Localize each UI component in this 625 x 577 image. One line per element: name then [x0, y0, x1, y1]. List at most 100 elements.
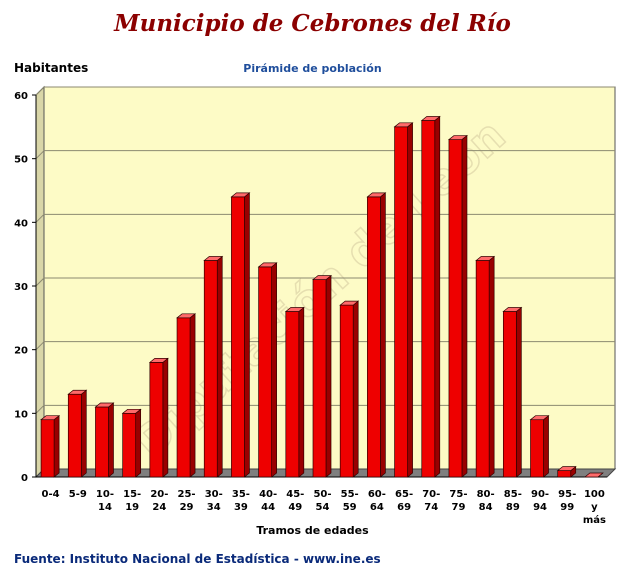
- page-title: Municipio de Cebrones del Río: [114, 10, 511, 37]
- x-tick-label: 70-: [422, 489, 440, 500]
- y-tick-label: 0: [21, 473, 28, 484]
- x-tick-label: 20-: [150, 489, 168, 500]
- bar-front: [40, 419, 55, 478]
- bar-top: [502, 307, 523, 312]
- bar-front: [176, 317, 191, 478]
- bar-top: [420, 116, 441, 121]
- x-tick-label: 74: [424, 502, 438, 513]
- x-tick-label: 69: [397, 502, 411, 513]
- bar: [556, 465, 577, 478]
- x-tick-label: 34: [207, 502, 221, 513]
- bar-top: [94, 402, 115, 408]
- bar-front: [367, 196, 381, 478]
- bar: [312, 274, 332, 478]
- bar-top: [40, 415, 61, 421]
- bar-side: [189, 313, 196, 478]
- bar: [284, 306, 305, 478]
- bar-side: [515, 306, 522, 478]
- bar-top: [203, 256, 224, 261]
- bar-side: [543, 414, 549, 478]
- bar: [203, 255, 224, 478]
- x-tick-label: 84: [479, 502, 493, 513]
- bar: [176, 313, 197, 478]
- x-tick-label: 30-: [205, 489, 223, 500]
- bar-side: [271, 262, 277, 478]
- y-tick-label: 40: [14, 218, 28, 229]
- bar-top: [230, 192, 251, 198]
- y-tick-label: 20: [14, 346, 28, 357]
- bar: [393, 122, 414, 478]
- bar-front: [312, 279, 327, 478]
- bar: [366, 192, 387, 478]
- x-tick-label: 25-: [178, 489, 196, 500]
- x-tick-label: 94: [533, 502, 547, 513]
- gridline-side: [35, 150, 45, 160]
- x-tick-label: 15-: [123, 489, 141, 500]
- bar-top: [257, 262, 278, 268]
- x-tick-label: 60-: [368, 489, 386, 500]
- x-tick-label: 80-: [477, 489, 495, 500]
- bar-side: [352, 300, 359, 478]
- bar-side: [108, 402, 114, 478]
- bar-side: [244, 192, 250, 478]
- bar-top: [556, 466, 577, 471]
- bar-front: [339, 304, 354, 478]
- bar: [121, 408, 142, 478]
- x-tick-label: 19: [125, 502, 139, 513]
- x-tick-label: 85-: [504, 489, 522, 500]
- chart-title: Pirámide de población: [243, 62, 382, 75]
- bar-front: [530, 419, 544, 478]
- x-tick-label: 14: [98, 502, 112, 513]
- x-axis-label: Tramos de edades: [256, 524, 369, 537]
- x-tick-label: 89: [506, 502, 520, 513]
- bar-front: [557, 470, 572, 478]
- bar-top: [529, 415, 550, 421]
- bar: [40, 414, 61, 478]
- x-tick-label: 44: [261, 502, 275, 513]
- bar-front: [122, 412, 137, 478]
- bar-top: [447, 135, 468, 140]
- bar-top: [366, 192, 387, 198]
- x-tick-label: 39: [234, 502, 248, 513]
- bar-side: [434, 115, 441, 478]
- bar-side: [135, 408, 142, 478]
- x-tick-label: 29: [180, 502, 194, 513]
- bar-side: [53, 414, 60, 478]
- bar-top: [284, 307, 305, 312]
- x-tick-label: 50-: [313, 489, 331, 500]
- x-tick-label: y: [591, 502, 598, 513]
- bar-top: [475, 256, 496, 261]
- bar: [94, 402, 115, 478]
- x-tick-label: 35-: [232, 489, 250, 500]
- x-tick-label: 64: [370, 502, 384, 513]
- x-tick-label: 40-: [259, 489, 277, 500]
- gridline-side: [35, 404, 45, 414]
- x-tick-label: 75-: [449, 489, 467, 500]
- gridline-side: [35, 341, 45, 351]
- bar: [583, 472, 604, 478]
- bar: [502, 306, 523, 478]
- bar-side: [325, 274, 332, 478]
- bar: [447, 134, 468, 478]
- bar-front: [285, 311, 300, 478]
- bar-top: [339, 300, 360, 306]
- x-tick-label: 65-: [395, 489, 413, 500]
- bar-front: [231, 196, 245, 478]
- bar-front: [149, 362, 164, 478]
- gridline-side: [35, 277, 45, 287]
- x-tick-label: 99: [560, 502, 574, 513]
- x-tick-label: 24: [152, 502, 166, 513]
- x-tick-label: 54: [316, 502, 330, 513]
- x-tick-label: 49: [288, 502, 302, 513]
- x-tick-label: 90-: [531, 489, 549, 500]
- x-tick-label: 79: [451, 502, 465, 513]
- x-tick-label: más: [583, 514, 606, 526]
- bar: [529, 414, 550, 478]
- bar: [475, 255, 496, 478]
- bar-front: [502, 311, 517, 478]
- y-tick-label: 30: [14, 282, 28, 293]
- bar: [257, 262, 278, 478]
- bar: [420, 115, 441, 478]
- bar-side: [380, 192, 386, 478]
